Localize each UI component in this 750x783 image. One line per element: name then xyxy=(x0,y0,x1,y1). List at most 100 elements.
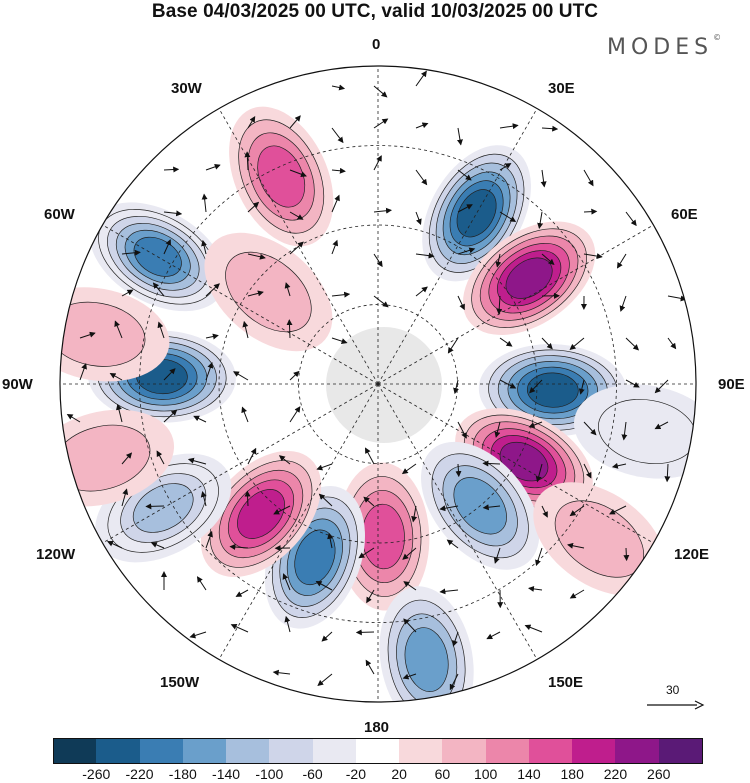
wind-arrow xyxy=(121,249,141,256)
wind-arrow xyxy=(625,379,640,388)
wind-arrow xyxy=(499,337,513,347)
colorbar-swatch xyxy=(53,738,98,764)
wind-arrow xyxy=(373,155,382,171)
wind-arrow xyxy=(205,163,221,171)
wind-arrow xyxy=(415,286,428,297)
wind-arrow xyxy=(200,491,207,507)
wind-arrow xyxy=(331,337,348,345)
colorbar-tick-label: 100 xyxy=(473,766,498,782)
wind-arrow xyxy=(278,455,291,465)
wind-arrow xyxy=(415,70,427,87)
colorbar-swatch xyxy=(312,738,357,764)
wind-arrow xyxy=(156,450,165,465)
wind-arrow xyxy=(201,193,208,213)
wind-arrow xyxy=(496,295,503,315)
wind-arrow xyxy=(205,333,219,340)
wind-arrow xyxy=(193,415,207,423)
wind-arrow xyxy=(609,505,627,515)
wind-arrow xyxy=(244,490,251,507)
wind-arrow xyxy=(654,421,669,430)
wind-arrow xyxy=(230,623,249,633)
wind-arrow xyxy=(482,460,501,467)
wind-arrow xyxy=(244,151,251,171)
wind-arrow xyxy=(241,406,249,423)
wind-arrow xyxy=(106,540,123,549)
wind-arrow xyxy=(163,368,176,381)
wind-arrow xyxy=(578,379,585,395)
lon-label-90w: 90W xyxy=(2,376,33,393)
logo-text: MODES xyxy=(607,35,714,60)
wind-arrow xyxy=(109,373,123,381)
colorbar-tick-label: -100 xyxy=(255,766,284,782)
wind-arrow xyxy=(201,239,207,255)
anomaly-feature xyxy=(229,106,334,247)
colorbar-swatch xyxy=(615,738,660,764)
wind-arrow xyxy=(540,169,547,188)
wind-arrow xyxy=(415,211,422,226)
wind-arrow xyxy=(537,211,544,229)
wind-arrow xyxy=(529,379,543,394)
wind-arrow xyxy=(121,452,133,465)
wind-arrow xyxy=(163,166,180,173)
wind-arrow xyxy=(189,631,207,639)
wind-arrow xyxy=(664,463,671,483)
wind-arrow xyxy=(289,406,301,423)
colorbar-swatch xyxy=(658,738,704,764)
lon-label-150e: 150E xyxy=(548,674,584,691)
wind-arrow xyxy=(402,547,417,560)
colorbar-tick-label: -140 xyxy=(212,766,241,782)
lon-label-60w: 60W xyxy=(44,206,75,223)
wind-arrow xyxy=(403,581,417,591)
anomaly-contour xyxy=(225,251,312,333)
meridian-line xyxy=(102,224,379,385)
wind-arrow xyxy=(493,547,501,564)
wind-arrow xyxy=(625,211,637,227)
logo-mark: © xyxy=(713,32,722,42)
lon-label-30e: 30E xyxy=(548,80,575,97)
wind-arrow xyxy=(654,379,669,394)
anomaly-contour xyxy=(237,489,285,539)
wind-arrow xyxy=(247,116,256,129)
wind-arrow xyxy=(457,295,465,311)
wind-arrow xyxy=(373,118,389,129)
wind-arrow xyxy=(415,169,428,186)
colorbar-tick-label: 180 xyxy=(560,766,584,782)
wind-arrow xyxy=(457,247,476,255)
latitude-circle xyxy=(139,145,617,623)
wind-arrow xyxy=(247,253,266,260)
wind-arrow xyxy=(482,504,501,511)
colorbar-tick-label: -60 xyxy=(302,766,323,782)
anomaly-contour xyxy=(60,424,151,492)
wind-arrow xyxy=(284,615,291,633)
colorbar-swatch xyxy=(269,738,314,764)
wind-arrow xyxy=(79,362,87,381)
anomaly-contour xyxy=(294,529,336,586)
wind-arrow xyxy=(365,659,375,675)
wind-arrow xyxy=(457,169,472,181)
wind-arrow xyxy=(247,447,257,465)
wind-arrow xyxy=(446,539,459,549)
wind-arrow xyxy=(403,618,417,633)
colorbar-tick-label: 260 xyxy=(647,766,671,782)
wind-arrow xyxy=(315,581,333,591)
wind-arrow xyxy=(331,84,346,91)
wind-arrow xyxy=(495,253,502,268)
wind-arrow xyxy=(541,337,553,350)
wind-arrow xyxy=(284,282,291,297)
lon-label-30w: 30W xyxy=(171,80,202,97)
meridian-line xyxy=(377,224,654,385)
wind-arrow xyxy=(453,379,459,395)
meridian-line xyxy=(102,383,379,544)
wind-arrow xyxy=(486,631,501,640)
colorbar-tick-label: -260 xyxy=(82,766,111,782)
wind-arrow xyxy=(541,253,555,266)
wind-arrow xyxy=(289,241,304,255)
wind-arrow xyxy=(401,463,417,475)
wind-arrow xyxy=(457,421,467,439)
colorbar-swatch xyxy=(572,738,616,764)
wind-arrow xyxy=(327,532,334,549)
colorbar-swatch xyxy=(399,738,443,764)
wind-arrow xyxy=(187,457,207,465)
colorbar-swatch xyxy=(96,738,141,764)
